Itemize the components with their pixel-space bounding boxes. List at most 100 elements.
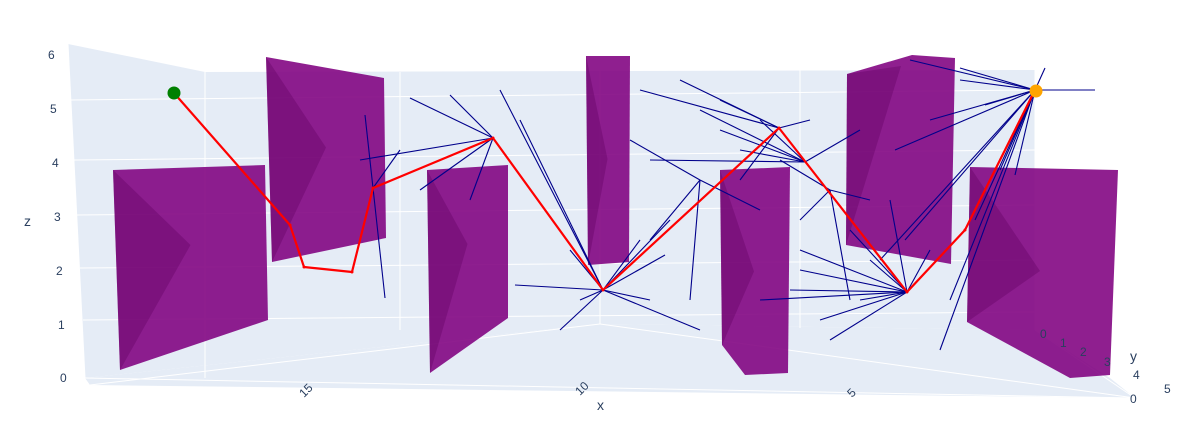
tree-edge	[559, 289, 604, 331]
path-node	[491, 136, 495, 140]
tree-edge	[359, 137, 494, 161]
tree-edge	[602, 254, 666, 291]
tree-edge	[372, 187, 386, 299]
z-tick-label: 0	[60, 371, 67, 385]
tree-edge	[906, 249, 931, 293]
tree-edge	[699, 179, 761, 211]
obstacle-shade	[720, 170, 754, 345]
obstacle-box	[427, 165, 508, 373]
tree-edge	[959, 79, 1036, 91]
tree-edge	[499, 89, 604, 291]
path-node	[371, 186, 375, 190]
tree-edge	[649, 159, 806, 163]
x-axis-title: x	[597, 397, 604, 413]
path-node	[302, 265, 306, 269]
y-tick-label: 4	[1133, 368, 1140, 382]
tree-edge	[519, 119, 604, 291]
goal-marker	[1029, 84, 1043, 98]
z-tick-label: 1	[58, 318, 65, 332]
obstacle-box	[586, 56, 630, 265]
tree-edge	[759, 119, 806, 163]
tree-edge	[602, 289, 701, 331]
tree-edge	[949, 89, 1036, 301]
tree-edge	[829, 189, 871, 201]
path-node	[350, 270, 354, 274]
marker-layer	[167, 84, 1043, 100]
z-tick-label: 2	[56, 264, 63, 278]
tree-edge	[759, 291, 908, 301]
obstacle-box	[967, 167, 1118, 378]
floor-plane	[85, 324, 1135, 398]
obstacle-shade	[846, 66, 901, 245]
y-tick-label: 0	[1040, 327, 1047, 341]
tree-edge	[449, 94, 494, 139]
obstacle-box	[720, 167, 790, 375]
path-node	[963, 228, 967, 232]
start-marker	[167, 86, 181, 100]
tree-edge	[639, 89, 780, 129]
tree-edge	[629, 139, 701, 181]
tree-edge	[409, 97, 494, 139]
tree-edge	[689, 179, 701, 301]
tree-edge	[939, 89, 1036, 351]
axis-y: 0 1 2 3 4 5 y	[1040, 327, 1171, 396]
tree-edge	[579, 289, 604, 301]
tree-edge	[904, 89, 1036, 241]
z-tick-label: 4	[52, 156, 59, 170]
path-node	[905, 290, 909, 294]
tree-edge	[699, 109, 806, 163]
tree-edge	[959, 67, 1036, 91]
tree-edge	[929, 89, 1036, 121]
tree-edge	[869, 259, 908, 293]
tree-edge	[778, 119, 811, 129]
tree-edge	[739, 127, 780, 181]
path-node	[288, 223, 292, 227]
tree-edge	[799, 189, 831, 221]
path-node	[601, 288, 605, 292]
obstacle-face	[427, 165, 508, 373]
tree-edge	[602, 289, 651, 301]
tree-edge	[799, 249, 908, 293]
tree-edge	[829, 291, 908, 341]
path-node	[777, 126, 781, 130]
tree-edge	[514, 284, 604, 291]
x-tick-label: 0	[1130, 392, 1137, 406]
rrt-tree-layer	[359, 59, 1095, 351]
obstacle-shade	[113, 170, 191, 370]
tree-edge	[469, 137, 494, 201]
obstacle-box	[266, 57, 386, 262]
obstacle-shade	[427, 170, 468, 373]
y-tick-label: 2	[1080, 345, 1087, 359]
obstacle-face	[586, 56, 630, 265]
obstacle-face	[846, 55, 955, 264]
tree-edge	[799, 269, 908, 293]
tree-edge	[909, 59, 1036, 91]
obstacle-face	[113, 165, 268, 370]
y-tick-label: 5	[1164, 382, 1171, 396]
tree-edge	[849, 229, 908, 293]
obstacle-face	[967, 167, 1118, 378]
tree-edge	[829, 189, 851, 301]
tree-edge	[1014, 89, 1036, 176]
obstacle-shade	[967, 167, 1040, 322]
tree-edge	[804, 129, 861, 163]
obstacle-face	[720, 167, 790, 375]
axis-z: 0 1 2 3 4 5 6 z	[24, 48, 67, 385]
tree-edge	[859, 291, 908, 301]
obstacle-box	[113, 165, 268, 370]
tree-edge	[419, 137, 494, 191]
y-tick-label: 1	[1060, 336, 1067, 350]
obstacle-shade	[586, 56, 608, 265]
z-axis-title: z	[24, 213, 31, 229]
z-tick-label: 3	[54, 210, 61, 224]
tree-edge	[602, 239, 641, 291]
tree-edge	[364, 114, 374, 189]
tree-edge	[819, 291, 908, 321]
tree-edge	[372, 149, 401, 189]
tree-edge	[739, 149, 806, 163]
tree-edge	[719, 129, 806, 163]
z-tick-label: 5	[50, 102, 57, 116]
y-axis-title: y	[1130, 348, 1137, 364]
tree-edge	[879, 89, 1036, 261]
